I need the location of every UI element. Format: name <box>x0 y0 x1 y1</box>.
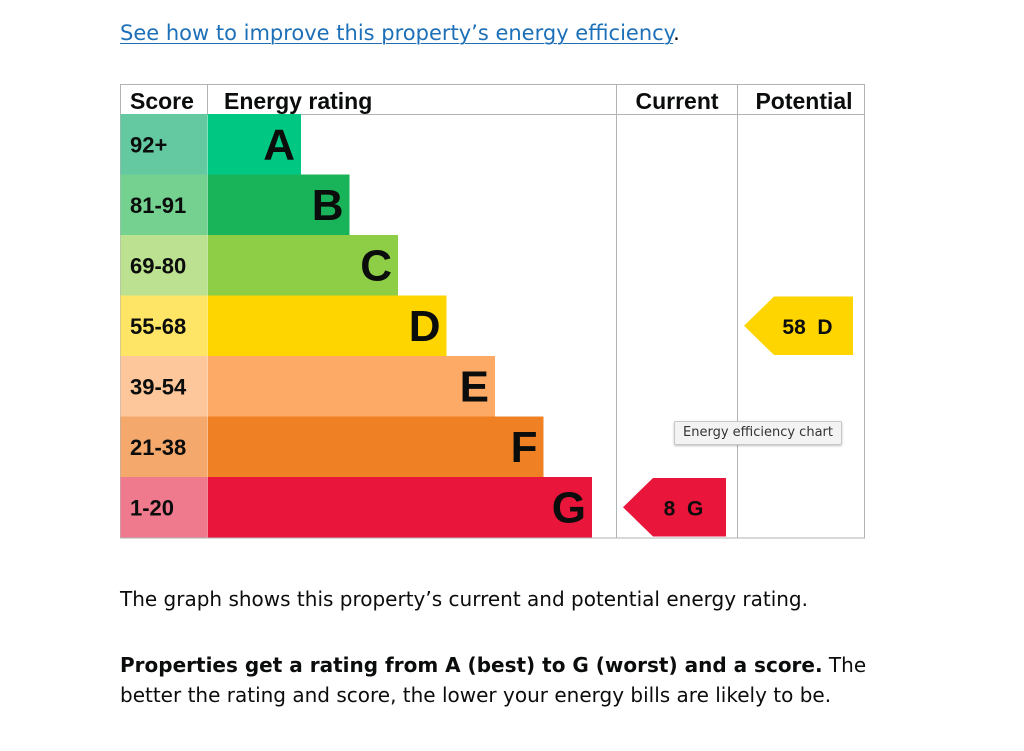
band-letter: B <box>312 181 344 230</box>
current-rating-pointer-label: 8 G <box>664 497 704 520</box>
band-d: 55-68 D <box>120 295 447 356</box>
band-bar <box>207 477 592 538</box>
header-energy-rating: Energy rating <box>224 88 372 114</box>
chart-bands: 92+ A 81-91 B 69-80 C 55-68 D 39-54 E 21-38 F 1-20 G <box>120 114 592 538</box>
potential-rating-pointer-arrow <box>744 296 853 355</box>
band-bar <box>207 356 495 417</box>
band-score-range: 1-20 <box>130 495 174 520</box>
intro-period: . <box>673 21 680 45</box>
band-letter: A <box>263 120 295 169</box>
band-score-range: 55-68 <box>130 314 186 339</box>
chart-pointers: 8 G 58 D <box>623 296 853 537</box>
band-score-range: 39-54 <box>130 374 187 399</box>
header-score: Score <box>130 88 194 114</box>
band-score-cell <box>120 356 207 417</box>
band-score-cell <box>120 174 207 235</box>
band-score-range: 81-91 <box>130 193 186 218</box>
band-score-cell <box>120 295 207 356</box>
band-bar <box>207 235 398 296</box>
band-letter: F <box>511 423 538 472</box>
band-e: 39-54 E <box>120 356 495 417</box>
band-score-cell <box>120 114 207 175</box>
improve-efficiency-link[interactable]: See how to improve this property’s energ… <box>120 21 674 45</box>
chart-tooltip: Energy efficiency chart <box>674 421 842 445</box>
band-score-cell <box>120 477 207 538</box>
energy-efficiency-chart: Score Energy rating Current Potential 92… <box>120 84 865 539</box>
band-f: 21-38 F <box>120 416 544 477</box>
header-potential: Potential <box>755 88 852 114</box>
band-score-cell <box>120 416 207 477</box>
band-bar <box>207 174 350 235</box>
band-score-cell <box>120 235 207 296</box>
band-bar <box>207 295 447 356</box>
band-b: 81-91 B <box>120 174 350 235</box>
potential-rating-pointer-label: 58 D <box>782 316 832 339</box>
band-a: 92+ A <box>120 114 301 175</box>
band-score-range: 69-80 <box>130 253 186 278</box>
current-rating-pointer: 8 G <box>623 478 726 537</box>
rating-explanation: Properties get a rating from A (best) to… <box>120 650 880 710</box>
intro-line: See how to improve this property’s energ… <box>120 18 680 48</box>
band-g: 1-20 G <box>120 477 592 538</box>
band-letter: G <box>552 483 586 532</box>
chart-headers: Score Energy rating Current Potential <box>130 88 853 114</box>
graph-description: The graph shows this property’s current … <box>120 587 808 611</box>
band-score-range: 92+ <box>130 132 167 157</box>
band-letter: E <box>460 362 489 411</box>
band-letter: D <box>409 302 441 351</box>
band-bar <box>207 114 301 175</box>
header-current: Current <box>635 88 718 114</box>
band-bar <box>207 416 544 477</box>
band-c: 69-80 C <box>120 235 398 296</box>
rating-explanation-rest: The better the rating and score, the low… <box>120 653 867 707</box>
current-rating-pointer-arrow <box>623 478 726 537</box>
band-letter: C <box>360 241 392 290</box>
rating-explanation-bold: Properties get a rating from A (best) to… <box>120 653 823 677</box>
potential-rating-pointer: 58 D <box>744 296 853 355</box>
band-score-range: 21-38 <box>130 435 186 460</box>
